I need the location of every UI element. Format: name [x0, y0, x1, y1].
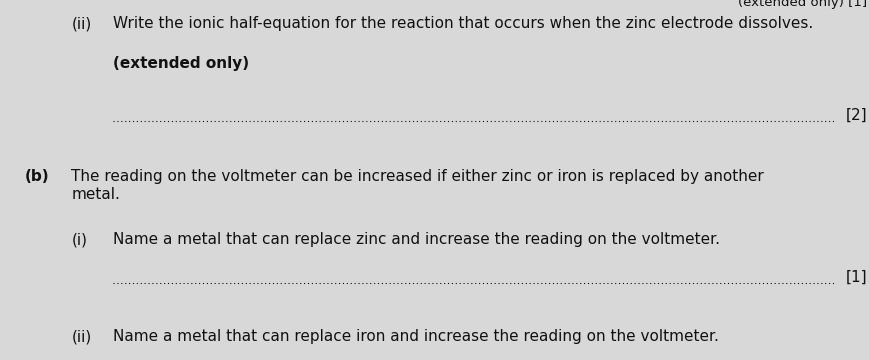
Text: [1]: [1]	[846, 270, 867, 285]
Text: Write the ionic half-equation for the reaction that occurs when the zinc electro: Write the ionic half-equation for the re…	[113, 16, 813, 31]
Text: (extended only) [1]: (extended only) [1]	[738, 0, 867, 9]
Text: Name a metal that can replace zinc and increase the reading on the voltmeter.: Name a metal that can replace zinc and i…	[113, 232, 720, 247]
Text: (extended only): (extended only)	[113, 56, 249, 71]
Text: (b): (b)	[24, 169, 49, 184]
Text: (i): (i)	[71, 232, 87, 247]
Text: [2]: [2]	[846, 108, 867, 123]
Text: (ii): (ii)	[71, 16, 91, 31]
Text: The reading on the voltmeter can be increased if either zinc or iron is replaced: The reading on the voltmeter can be incr…	[71, 169, 764, 202]
Text: Name a metal that can replace iron and increase the reading on the voltmeter.: Name a metal that can replace iron and i…	[113, 329, 719, 345]
Text: (ii): (ii)	[71, 329, 91, 345]
